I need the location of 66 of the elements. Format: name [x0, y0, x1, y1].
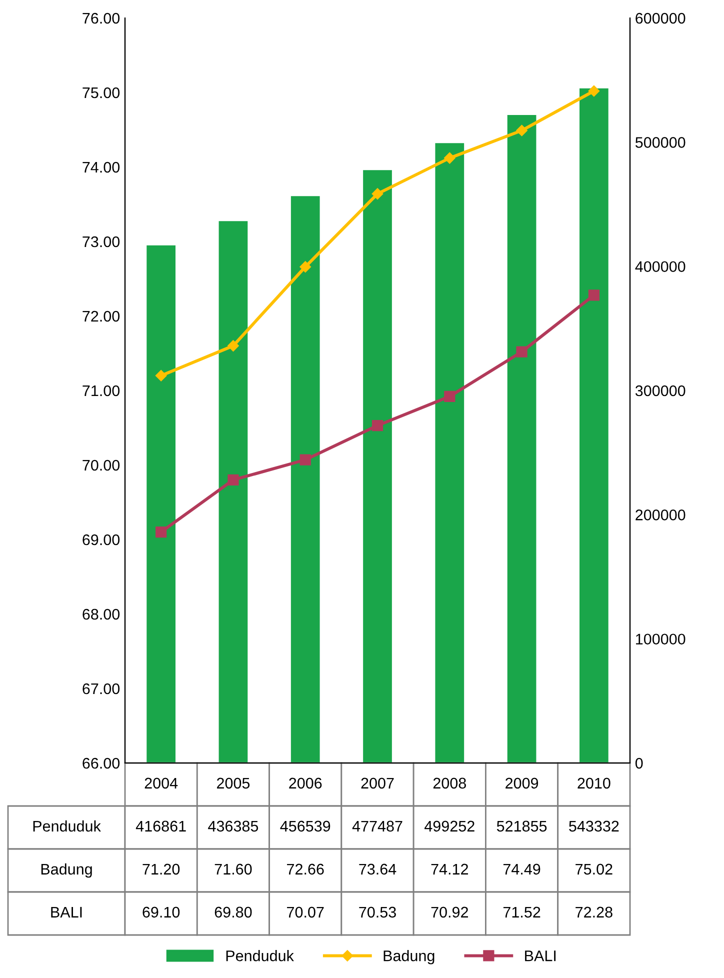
point — [228, 474, 239, 486]
x-tick-label: 2004 — [144, 778, 178, 789]
point — [300, 454, 311, 466]
data-label: 74.12 — [431, 864, 468, 874]
y-tick-label: 66.00 — [82, 758, 120, 769]
data-label: 456539 — [280, 820, 330, 832]
point — [444, 390, 456, 402]
point — [444, 152, 456, 164]
point — [228, 340, 239, 352]
data-label: 70.53 — [359, 906, 396, 918]
data-label: 73.64 — [359, 864, 396, 875]
data-label: 416861 — [136, 820, 186, 832]
data-label: 72.28 — [576, 906, 612, 918]
data-label: 521855 — [496, 820, 547, 832]
data-label: 71.52 — [503, 906, 540, 918]
y2-tick-label: 300000 — [635, 385, 686, 396]
data-label: 499252 — [424, 820, 474, 832]
point — [300, 261, 311, 272]
data-label: 70.92 — [431, 906, 468, 918]
y2-tick-label: 400000 — [635, 261, 686, 272]
y2-tick-label: 200000 — [636, 510, 686, 520]
x-tick-label: 2005 — [216, 778, 250, 789]
x-tick-label: 2006 — [289, 778, 322, 789]
data-label: 543332 — [569, 820, 619, 832]
data-label: 75.02 — [576, 864, 612, 875]
legend-label: BALI — [525, 950, 556, 962]
point — [372, 188, 384, 200]
data-label: 70.07 — [287, 906, 324, 918]
point — [516, 346, 528, 358]
point — [156, 526, 167, 538]
text: Badung — [41, 863, 92, 878]
data-label: 72.66 — [287, 864, 324, 875]
y-tick-label: 69.00 — [82, 534, 120, 546]
data-label: 71.20 — [142, 864, 180, 875]
x-tick-label: 2010 — [578, 778, 610, 789]
point — [372, 420, 384, 432]
text: Penduduk — [33, 820, 101, 832]
y2-tick-label: 500000 — [635, 137, 686, 148]
point — [588, 290, 600, 301]
y-tick-label: 76.00 — [82, 12, 120, 24]
data-label: 69.10 — [142, 906, 180, 918]
y-tick-label: 73.00 — [82, 236, 120, 248]
y-tick-label: 75.00 — [82, 87, 120, 98]
x-tick-label: 2007 — [361, 778, 394, 789]
point — [516, 124, 528, 136]
y-tick-label: 71.00 — [82, 385, 120, 396]
point — [588, 85, 600, 97]
data-label: 71.60 — [214, 864, 252, 875]
y2-tick-label: 0 — [635, 758, 643, 769]
y2-tick-label: 100000 — [636, 634, 686, 645]
y-tick-label: 67.00 — [82, 683, 120, 694]
data-label: 477487 — [352, 820, 402, 832]
data-label: 436385 — [208, 820, 258, 832]
y-tick-label: 68.00 — [82, 608, 120, 620]
data-label: 74.49 — [503, 864, 540, 875]
legend-label: Badung — [384, 950, 434, 964]
x-tick-label: 2008 — [433, 778, 466, 789]
text: BALI — [51, 906, 82, 918]
y2-tick-label: 600000 — [636, 12, 686, 24]
y-tick-label: 70.00 — [82, 460, 120, 471]
y-tick-label: 74.00 — [82, 162, 120, 173]
y-tick-label: 72.00 — [82, 310, 120, 322]
legend-label: Penduduk — [226, 950, 294, 962]
data-label: 69.80 — [214, 906, 252, 918]
point — [155, 370, 167, 382]
x-tick-label: 2009 — [506, 778, 538, 789]
